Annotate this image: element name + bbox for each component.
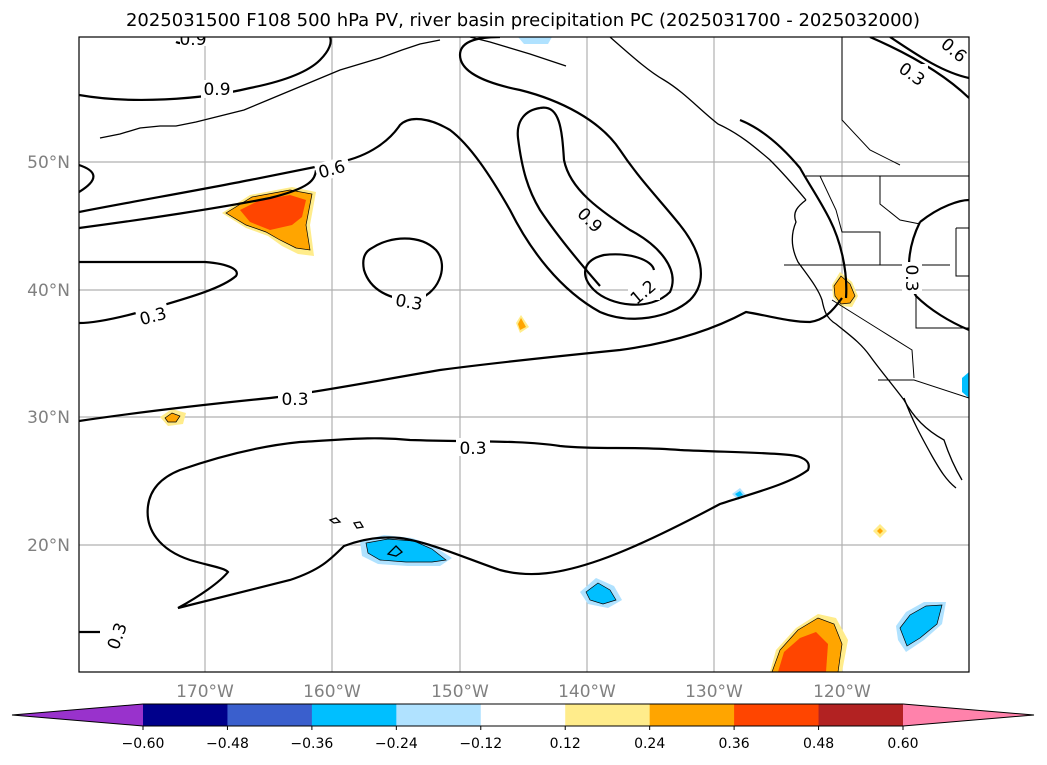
map-frame <box>78 36 970 673</box>
contour-label-0.3-east: 0.3 <box>901 264 921 291</box>
graticule <box>79 37 969 672</box>
pv-contour-0.3-subtropical <box>79 297 843 423</box>
lon-tick-label: 150°W <box>431 682 489 702</box>
colorbar-segment <box>734 704 820 726</box>
colorbar-segment <box>480 704 566 726</box>
contour-label-0.9-top: 0.9 <box>179 30 206 50</box>
pv-contour-0.3-west <box>79 260 238 325</box>
precip-negative-edge <box>518 37 969 398</box>
pv-contour-0.3-east <box>907 198 969 332</box>
lon-tick-label: 130°W <box>685 682 743 702</box>
pv-contour-0.9-west <box>79 37 332 101</box>
precip-shading <box>160 37 969 672</box>
precip-positive-baja <box>770 614 848 672</box>
precip-positive-small <box>160 315 887 538</box>
precip-negative-hawaii <box>360 535 452 566</box>
colorbar-segment <box>311 704 397 726</box>
pv-contour-0.6-inner <box>79 169 318 230</box>
pv-contour-0.3-tropical <box>146 437 810 610</box>
figure-title: 2025031500 F108 500 hPa PV, river basin … <box>126 10 920 31</box>
colorbar: −0.60 −0.48 −0.36 −0.24 −0.12 0.12 0.24 0.36 0.4… <box>11 703 1035 752</box>
precip-positive-gulf-of-alaska <box>222 187 316 256</box>
contour-label-0.3-cutoff: 0.3 <box>394 291 424 315</box>
colorbar-tick-label: −0.60 <box>122 736 165 752</box>
lat-tick-label: 20°N <box>27 536 70 556</box>
colorbar-segment <box>143 704 228 726</box>
colorbar-segment <box>565 704 651 726</box>
pv-contour-0.9-ridge-west <box>516 106 601 287</box>
pv-contour-0.6-ne <box>869 37 969 99</box>
colorbar-segment <box>396 704 482 726</box>
lat-tick-label: 30°N <box>27 408 70 428</box>
precip-negative-mexico <box>896 602 946 652</box>
colorbar-tick-label: 0.48 <box>803 736 834 752</box>
colorbar-tick-label: −0.24 <box>375 736 418 752</box>
lon-tick-label: 140°W <box>558 682 616 702</box>
shading-outlines <box>164 189 943 672</box>
contour-label-0.3-tropical: 0.3 <box>459 439 486 459</box>
lat-tick-label: 40°N <box>27 281 70 301</box>
political-borders <box>784 37 969 399</box>
contour-label-0.3-subtropical: 0.3 <box>281 390 308 410</box>
pv-contour-0.3-ne <box>889 37 969 80</box>
pv-contours <box>79 37 969 634</box>
colorbar-tick-label: 0.60 <box>887 736 918 752</box>
lat-tick-label: 50°N <box>27 153 70 173</box>
colorbar-tick-label: 0.12 <box>550 736 581 752</box>
colorbar-segment <box>818 704 904 726</box>
lon-tick-label: 170°W <box>176 682 234 702</box>
colorbar-tick-label: −0.36 <box>290 736 333 752</box>
colorbar-segment <box>649 704 735 726</box>
lon-tick-label: 160°W <box>303 682 361 702</box>
coastlines <box>99 37 963 557</box>
colorbar-tick-label: −0.12 <box>459 736 502 752</box>
colorbar-tick-label: 0.24 <box>634 736 665 752</box>
lon-tick-label: 120°W <box>813 682 871 702</box>
colorbar-segment <box>227 704 313 726</box>
pv-contour-0.9-ridge <box>539 106 674 306</box>
pv-contour-edge-west <box>79 163 95 193</box>
colorbar-tick-label: 0.36 <box>719 736 750 752</box>
colorbar-tick-label: −0.48 <box>206 736 249 752</box>
precip-positive-northern-california <box>832 272 858 307</box>
colorbar-extend-low <box>12 704 143 726</box>
lat-tick-labels: 50°N 40°N 30°N 20°N <box>27 153 70 556</box>
contour-label-0.9-west: 0.9 <box>203 80 230 100</box>
map-area: 0.9 0.9 0.6 0.6 0.3 0.3 0.3 0.3 0.3 0.3 … <box>79 30 969 672</box>
colorbar-extend-high <box>903 704 1034 726</box>
lon-tick-labels: 170°W 160°W 150°W 140°W 130°W 120°W <box>176 682 871 702</box>
pv-contour-0.3-coastal <box>739 118 848 299</box>
